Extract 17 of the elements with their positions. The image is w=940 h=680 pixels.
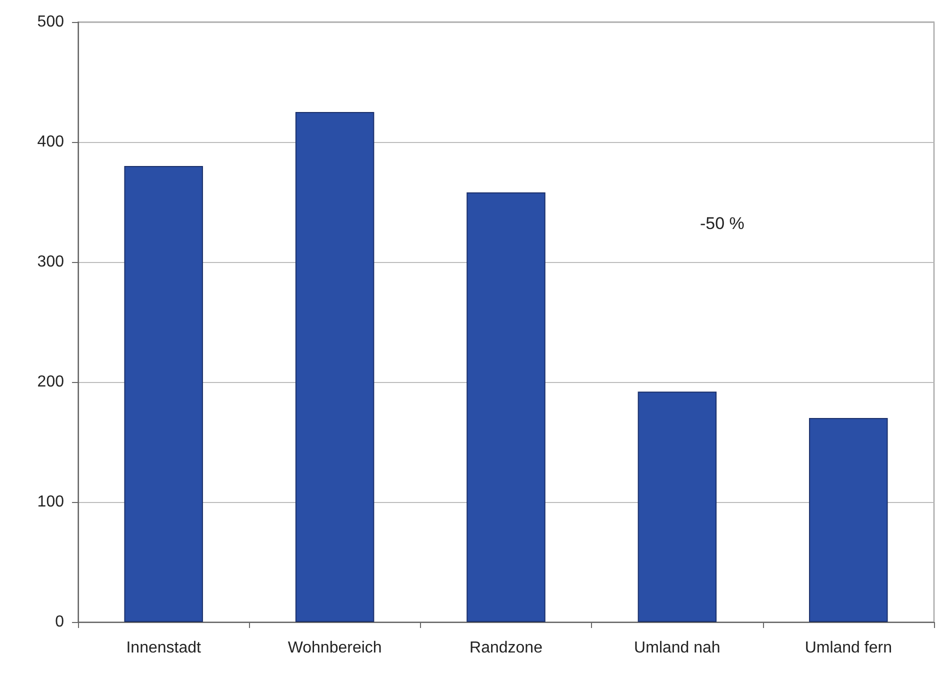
y-tick-label: 0 [55, 614, 64, 630]
x-tick-label: Umland nah [634, 640, 720, 656]
y-tick-label: 500 [37, 14, 64, 30]
y-tick-label: 400 [37, 134, 64, 150]
bar [466, 192, 546, 622]
x-tick-label: Randzone [470, 640, 543, 656]
bar [124, 166, 203, 622]
bar [295, 112, 374, 622]
annotation: -50 % [700, 214, 744, 233]
y-tick-label: 100 [37, 494, 64, 510]
x-tick-label: Umland fern [804, 640, 892, 656]
bar [638, 392, 717, 622]
x-tick-label: Wohnbereich [288, 640, 382, 656]
y-tick-label: 300 [37, 254, 64, 270]
y-tick-label: 200 [37, 374, 64, 390]
bar [809, 418, 888, 622]
x-tick-label: Innenstadt [126, 640, 202, 656]
